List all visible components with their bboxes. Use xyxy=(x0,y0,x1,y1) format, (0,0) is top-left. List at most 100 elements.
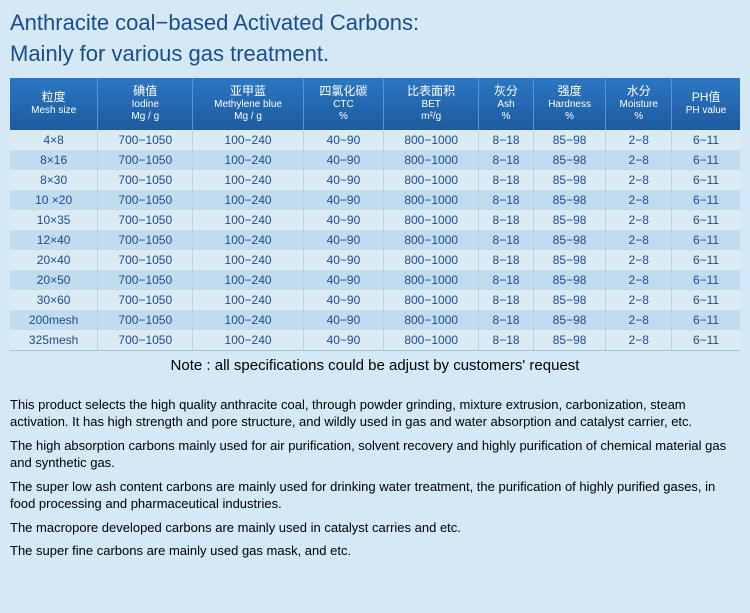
header-en: PH value xyxy=(674,105,738,118)
table-cell: 8−18 xyxy=(479,310,534,330)
table-cell: 40−90 xyxy=(303,130,383,150)
table-cell: 8−18 xyxy=(479,150,534,170)
table-row: 12×40700−1050100−24040−90800−10008−1885−… xyxy=(10,230,740,250)
table-cell: 100−240 xyxy=(193,190,303,210)
table-cell: 40−90 xyxy=(303,190,383,210)
table-row: 10×35700−1050100−24040−90800−10008−1885−… xyxy=(10,210,740,230)
table-cell: 6−11 xyxy=(672,170,740,190)
table-cell: 100−240 xyxy=(193,290,303,310)
table-cell: 40−90 xyxy=(303,170,383,190)
table-cell: 800−1000 xyxy=(384,330,479,350)
table-cell: 700−1050 xyxy=(98,310,193,330)
table-cell: 800−1000 xyxy=(384,310,479,330)
table-cell: 6−11 xyxy=(672,130,740,150)
table-cell: 85−98 xyxy=(533,190,605,210)
table-cell: 20×50 xyxy=(10,270,98,290)
table-cell: 8−18 xyxy=(479,130,534,150)
table-cell: 6−11 xyxy=(672,250,740,270)
column-header: 水分Moisture% xyxy=(606,78,672,130)
spec-table: 粒度Mesh size碘值IodineMg / g亚甲蓝Methylene bl… xyxy=(10,78,740,350)
table-cell: 8−18 xyxy=(479,230,534,250)
table-cell: 2−8 xyxy=(606,190,672,210)
table-cell: 100−240 xyxy=(193,330,303,350)
title-line-2: Mainly for various gas treatment. xyxy=(10,41,329,66)
table-cell: 700−1050 xyxy=(98,230,193,250)
table-cell: 40−90 xyxy=(303,290,383,310)
page-title: Anthracite coal−based Activated Carbons:… xyxy=(10,8,740,70)
table-cell: 2−8 xyxy=(606,130,672,150)
table-row: 325mesh700−1050100−24040−90800−10008−188… xyxy=(10,330,740,350)
table-cell: 8−18 xyxy=(479,250,534,270)
header-en: Iodine xyxy=(100,99,190,112)
table-cell: 6−11 xyxy=(672,210,740,230)
table-cell: 2−8 xyxy=(606,170,672,190)
table-cell: 12×40 xyxy=(10,230,98,250)
table-cell: 6−11 xyxy=(672,330,740,350)
column-header: 比表面积BETm²/g xyxy=(384,78,479,130)
table-cell: 10 ×20 xyxy=(10,190,98,210)
column-header: 亚甲蓝Methylene blueMg / g xyxy=(193,78,303,130)
header-unit: Mg / g xyxy=(195,111,300,124)
table-cell: 85−98 xyxy=(533,170,605,190)
table-cell: 2−8 xyxy=(606,330,672,350)
table-cell: 700−1050 xyxy=(98,290,193,310)
table-cell: 100−240 xyxy=(193,170,303,190)
header-en: Mesh size xyxy=(12,105,95,118)
header-unit: m²/g xyxy=(386,111,476,124)
table-cell: 325mesh xyxy=(10,330,98,350)
description-paragraph: The high absorption carbons mainly used … xyxy=(10,437,740,472)
table-cell: 700−1050 xyxy=(98,150,193,170)
table-cell: 800−1000 xyxy=(384,250,479,270)
table-cell: 40−90 xyxy=(303,230,383,250)
table-cell: 100−240 xyxy=(193,310,303,330)
header-unit: % xyxy=(306,111,381,124)
description-paragraph: This product selects the high quality an… xyxy=(10,396,740,431)
table-cell: 85−98 xyxy=(533,210,605,230)
header-cn: 灰分 xyxy=(481,84,531,99)
description-paragraph: The super low ash content carbons are ma… xyxy=(10,478,740,513)
table-cell: 100−240 xyxy=(193,130,303,150)
table-cell: 85−98 xyxy=(533,230,605,250)
table-cell: 85−98 xyxy=(533,270,605,290)
header-cn: 碘值 xyxy=(100,84,190,99)
table-row: 200mesh700−1050100−24040−90800−10008−188… xyxy=(10,310,740,330)
description-paragraph: The macropore developed carbons are main… xyxy=(10,519,740,537)
table-cell: 85−98 xyxy=(533,330,605,350)
table-cell: 40−90 xyxy=(303,210,383,230)
header-cn: 四氯化碳 xyxy=(306,84,381,99)
table-cell: 100−240 xyxy=(193,250,303,270)
table-cell: 8−18 xyxy=(479,270,534,290)
table-cell: 2−8 xyxy=(606,150,672,170)
header-cn: PH值 xyxy=(674,90,738,105)
table-cell: 700−1050 xyxy=(98,330,193,350)
table-cell: 2−8 xyxy=(606,210,672,230)
table-cell: 800−1000 xyxy=(384,190,479,210)
table-cell: 40−90 xyxy=(303,270,383,290)
header-unit: Mg / g xyxy=(100,111,190,124)
table-cell: 85−98 xyxy=(533,150,605,170)
table-cell: 800−1000 xyxy=(384,290,479,310)
table-row: 8×30700−1050100−24040−90800−10008−1885−9… xyxy=(10,170,740,190)
table-cell: 6−11 xyxy=(672,290,740,310)
table-cell: 40−90 xyxy=(303,310,383,330)
header-cn: 强度 xyxy=(536,84,603,99)
header-unit: % xyxy=(481,111,531,124)
table-cell: 800−1000 xyxy=(384,210,479,230)
table-cell: 8−18 xyxy=(479,330,534,350)
table-cell: 10×35 xyxy=(10,210,98,230)
header-cn: 亚甲蓝 xyxy=(195,84,300,99)
table-cell: 40−90 xyxy=(303,330,383,350)
table-row: 10 ×20700−1050100−24040−90800−10008−1885… xyxy=(10,190,740,210)
table-row: 30×60700−1050100−24040−90800−10008−1885−… xyxy=(10,290,740,310)
table-cell: 2−8 xyxy=(606,310,672,330)
table-cell: 30×60 xyxy=(10,290,98,310)
table-cell: 4×8 xyxy=(10,130,98,150)
table-cell: 800−1000 xyxy=(384,170,479,190)
description-paragraph: The super fine carbons are mainly used g… xyxy=(10,542,740,560)
table-body: 4×8700−1050100−24040−90800−10008−1885−98… xyxy=(10,130,740,350)
table-cell: 700−1050 xyxy=(98,250,193,270)
table-cell: 2−8 xyxy=(606,290,672,310)
header-unit: % xyxy=(536,111,603,124)
header-en: Methylene blue xyxy=(195,99,300,112)
table-cell: 8−18 xyxy=(479,190,534,210)
